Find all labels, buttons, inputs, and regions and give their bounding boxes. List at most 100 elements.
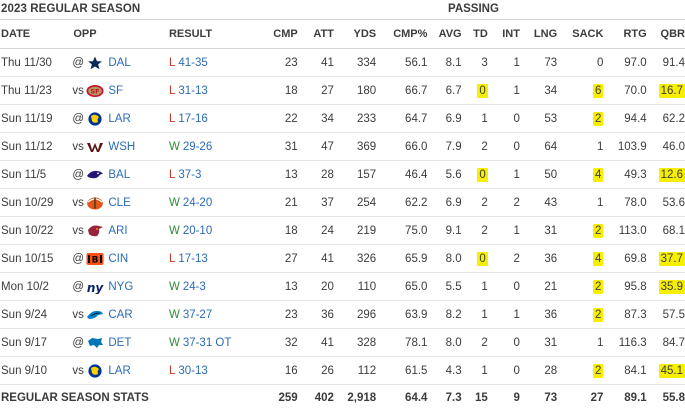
totals-td: 15: [462, 385, 488, 411]
game-score-link[interactable]: 41-35: [178, 57, 207, 69]
passing-group-title: PASSING: [448, 3, 499, 15]
stat-value: 34: [544, 85, 557, 97]
sf-logo-icon[interactable]: SF: [86, 84, 104, 98]
car-logo-icon[interactable]: [86, 308, 104, 322]
lar-logo-icon[interactable]: [86, 112, 104, 126]
stat-value: 9.1: [446, 225, 462, 237]
stat-value: 254: [357, 197, 376, 209]
stat-value: 2: [481, 197, 487, 209]
stat-value: 23: [285, 309, 298, 321]
stat-value: 26: [321, 365, 334, 377]
stat-value: 3: [481, 57, 487, 69]
stat-lng: 43: [520, 189, 557, 217]
game-score-link[interactable]: 17-16: [178, 113, 207, 125]
stat-int: 1: [488, 217, 520, 245]
stat-value: 8.0: [446, 337, 462, 349]
bal-logo-icon[interactable]: [86, 168, 104, 182]
game-score-link[interactable]: 37-31 OT: [183, 337, 232, 349]
col-avg[interactable]: AVG: [427, 20, 461, 49]
ari-logo-icon[interactable]: [86, 224, 104, 238]
opponent-team-link[interactable]: BAL: [108, 169, 130, 181]
game-score-link[interactable]: 31-13: [178, 85, 207, 97]
stat-value: 97.0: [624, 57, 646, 69]
stat-int: 1: [488, 49, 520, 77]
win-loss-indicator: W: [169, 281, 180, 293]
stat-value: 78.1: [405, 337, 427, 349]
game-date: Thu 11/30: [0, 49, 66, 77]
stat-avg: 8.1: [427, 49, 461, 77]
col-int[interactable]: INT: [488, 20, 520, 49]
nyg-logo-icon[interactable]: ny: [86, 280, 104, 294]
game-score-link[interactable]: 24-20: [183, 197, 212, 209]
stat-value: 103.9: [618, 141, 647, 153]
stat-value: 2: [481, 141, 487, 153]
stat-att: 41: [298, 49, 334, 77]
game-score-link[interactable]: 30-13: [178, 365, 207, 377]
game-score-link[interactable]: 29-26: [183, 141, 212, 153]
stat-value: 78.0: [624, 197, 646, 209]
game-score-link[interactable]: 20-10: [183, 225, 212, 237]
col-sack[interactable]: SACK: [557, 20, 603, 49]
game-score-link[interactable]: 37-3: [178, 169, 201, 181]
cle-logo-icon[interactable]: [86, 196, 104, 210]
opponent-team-link[interactable]: CIN: [108, 253, 128, 265]
home-away-indicator: vs: [72, 197, 86, 209]
game-score-link[interactable]: 24-3: [183, 281, 206, 293]
opponent-team-link[interactable]: WSH: [108, 141, 135, 153]
col-cmp[interactable]: CMP: [264, 20, 298, 49]
det-logo-icon[interactable]: [86, 336, 104, 350]
opponent-team-link[interactable]: LAR: [108, 365, 130, 377]
col-date[interactable]: DATE: [0, 20, 66, 49]
opponent-team-link[interactable]: SF: [108, 85, 123, 97]
game-score-link[interactable]: 37-27: [183, 309, 212, 321]
wsh-logo-icon[interactable]: [86, 140, 104, 154]
col-lng[interactable]: LNG: [520, 20, 557, 49]
stat-sack: 4: [557, 161, 603, 189]
col-td[interactable]: TD: [462, 20, 488, 49]
col-att[interactable]: ATT: [298, 20, 334, 49]
stat-value: 84.1: [624, 365, 646, 377]
opponent-team-link[interactable]: CLE: [108, 197, 130, 209]
stat-avg: 8.0: [427, 329, 461, 357]
col-opp[interactable]: OPP: [66, 20, 167, 49]
lar-logo-icon[interactable]: [86, 364, 104, 378]
stat-td: 1: [462, 301, 488, 329]
stat-td: 2: [462, 217, 488, 245]
stat-lng: 36: [520, 245, 557, 273]
stat-cmp-pct: 63.9: [376, 301, 427, 329]
header-row: DATE OPP RESULT CMP ATT YDS CMP% AVG TD …: [0, 20, 685, 49]
game-date: Sun 11/5: [0, 161, 66, 189]
cin-logo-icon[interactable]: B: [86, 252, 104, 266]
opponent-team-link[interactable]: NYG: [108, 281, 133, 293]
stat-qbr: 37.7: [647, 245, 685, 273]
game-opponent: vs CLE: [66, 189, 167, 217]
stat-td: 1: [462, 357, 488, 385]
win-loss-indicator: W: [169, 141, 180, 153]
opponent-team-link[interactable]: ARI: [108, 225, 127, 237]
highlighted-stat-value: 6: [593, 84, 603, 98]
stat-value: 8.0: [446, 253, 462, 265]
col-result[interactable]: RESULT: [167, 20, 264, 49]
stat-lng: 36: [520, 301, 557, 329]
stat-value: 7.9: [446, 141, 462, 153]
game-score-link[interactable]: 17-13: [178, 253, 207, 265]
dal-logo-icon[interactable]: [86, 56, 104, 70]
opponent-team-link[interactable]: DAL: [108, 57, 130, 69]
col-qbr[interactable]: QBR: [647, 20, 685, 49]
stat-value: 1: [481, 281, 487, 293]
opponent-team-link[interactable]: DET: [108, 337, 131, 349]
stat-td: 1: [462, 273, 488, 301]
opponent-team-link[interactable]: LAR: [108, 113, 130, 125]
col-yds[interactable]: YDS: [334, 20, 376, 49]
stat-int: 1: [488, 77, 520, 105]
stat-att: 41: [298, 329, 334, 357]
col-rtg[interactable]: RTG: [603, 20, 646, 49]
opponent-team-link[interactable]: CAR: [108, 309, 132, 321]
game-date: Sun 9/24: [0, 301, 66, 329]
col-cmp-pct[interactable]: CMP%: [376, 20, 427, 49]
